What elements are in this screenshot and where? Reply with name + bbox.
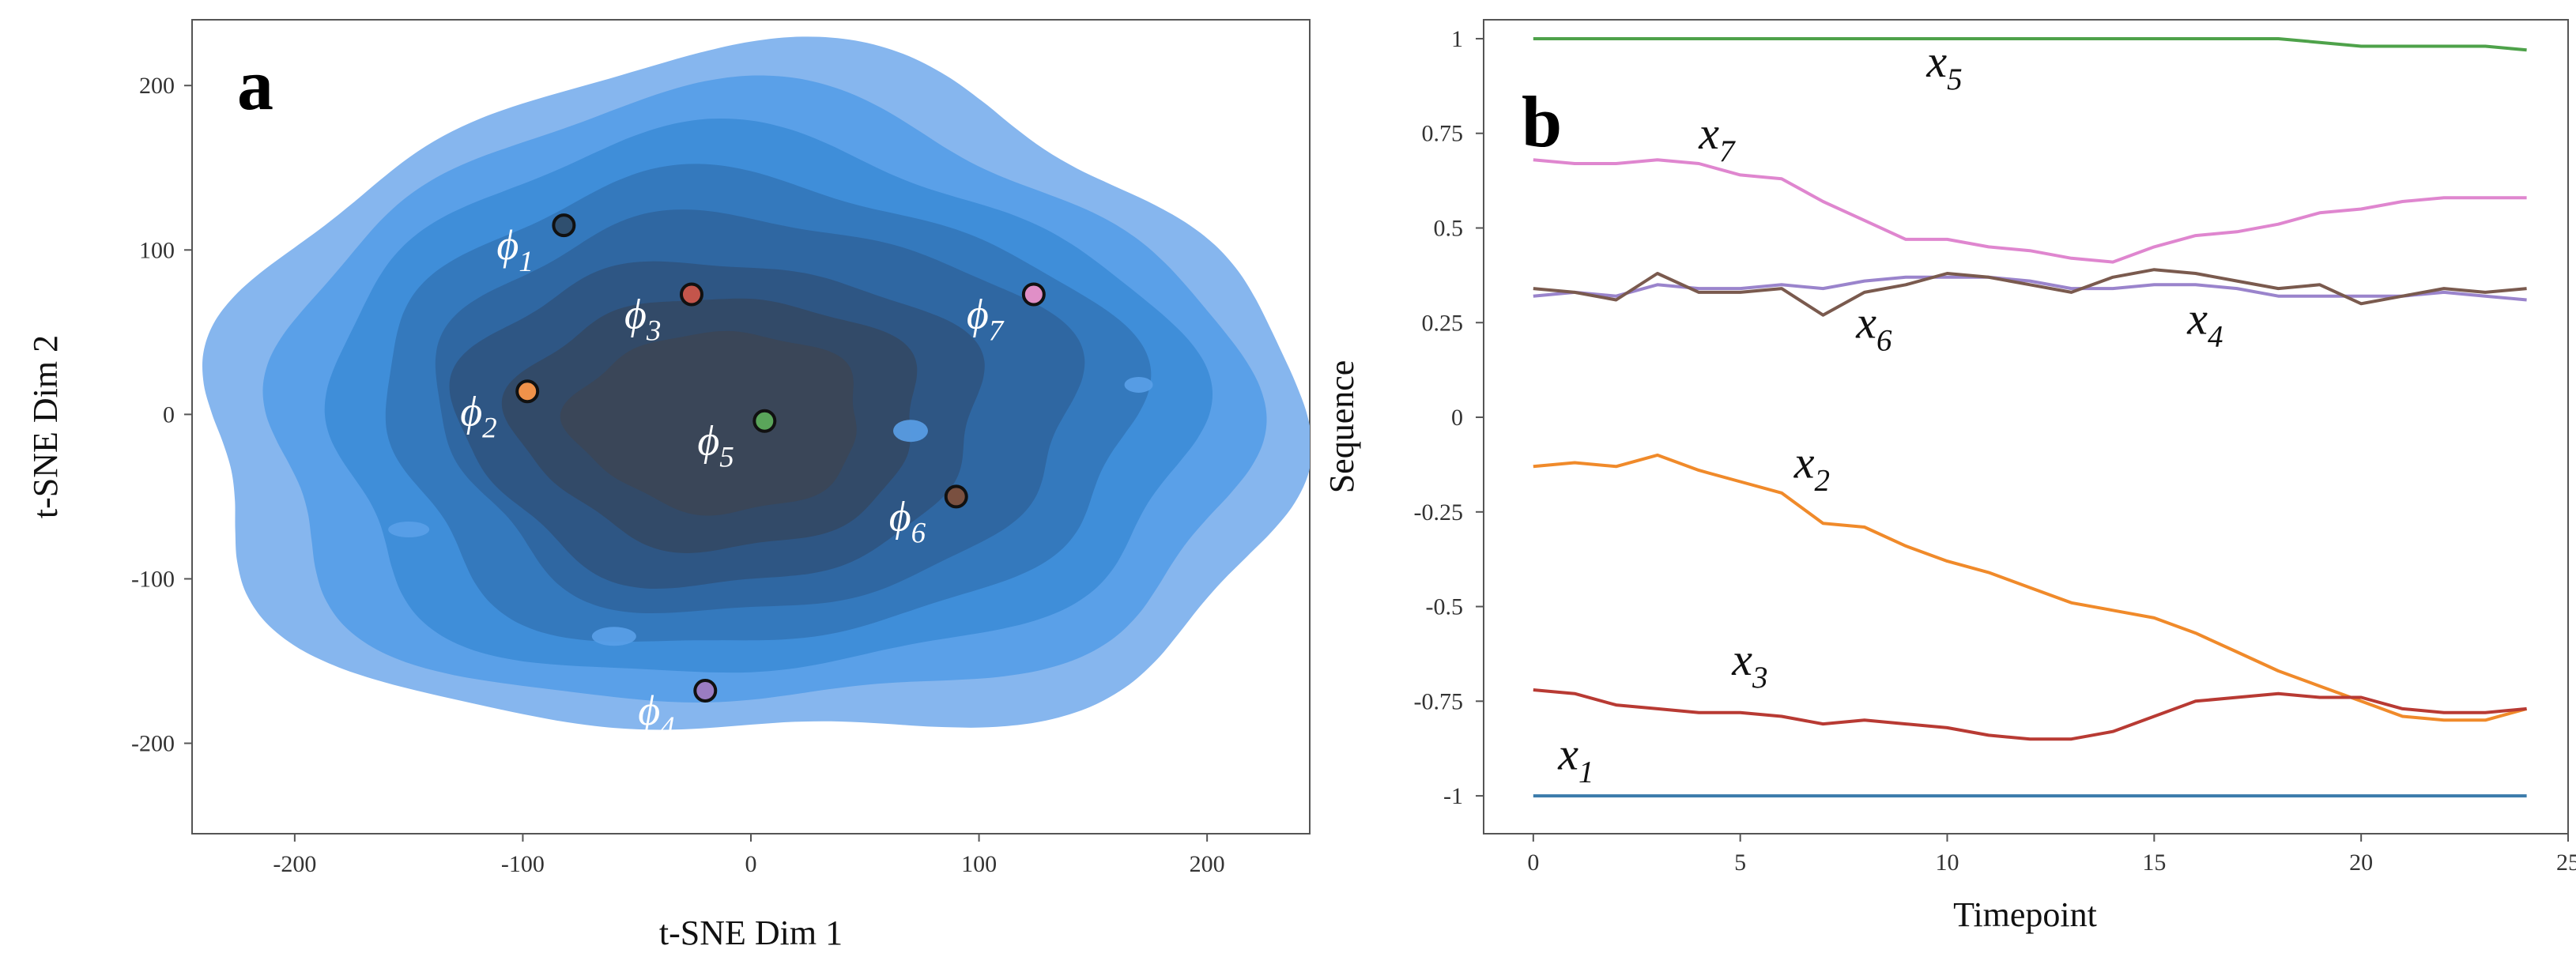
label-phi-4: ϕ4 [638,687,674,744]
point-phi-6 [944,484,968,509]
series-label-x-5: x5 [1925,36,1962,96]
x-tick-label-b: 15 [2142,850,2166,876]
x-tick-label-a: 0 [745,851,757,877]
label-phi-6: ϕ6 [889,492,926,549]
density-pocket [1124,376,1153,393]
x-tick-label-a: 200 [1190,851,1225,877]
y-tick-label-a: -100 [131,566,175,592]
series-line-x-6 [1533,268,2527,317]
point-phi-3 [679,282,703,307]
y-tick-label-b: -0.75 [1414,688,1464,714]
y-tick-label-b: 1 [1451,26,1463,52]
y-tick-label-a: 200 [139,73,175,99]
y-tick-label-a: 0 [163,401,175,428]
x-tick-label-a: -100 [501,851,545,877]
line-series [1533,37,2528,798]
label-phi-5: ϕ5 [697,417,734,474]
y-axis-title-a: t-SNE Dim 2 [26,335,65,518]
y-tick-label-b: -0.25 [1414,499,1464,526]
y-axis-title-b: Sequence [1322,360,1361,494]
y-tick-label-b: 0.75 [1422,121,1464,147]
label-phi-3: ϕ3 [624,290,661,347]
x-axis-title-a: t-SNE Dim 1 [659,914,843,952]
y-tick-label-b: 0.5 [1434,215,1464,241]
label-phi-2: ϕ2 [460,387,496,444]
y-tick-label-b: 0.25 [1422,310,1464,336]
point-phi-7 [1021,282,1046,307]
x-tick-label-b: 20 [2349,850,2373,876]
panel-label-b: b [1522,81,1562,162]
label-phi-1: ϕ1 [496,221,533,278]
density-points: ϕ1 ϕ2 ϕ3 ϕ4 ϕ5 ϕ6 ϕ7 [460,213,1046,744]
y-tick-label-b: -0.5 [1426,594,1464,620]
series-line-x-7 [1533,158,2527,264]
y-tick-label-a: 100 [139,237,175,263]
series-labels: x1 x2 x3 x4 x5 x6 x7 [1557,36,2223,789]
series-label-x-6: x6 [1855,296,1892,357]
x-tick-label-b: 25 [2556,850,2576,876]
series-label-x-1: x1 [1557,729,1593,789]
point-phi-4 [693,678,718,703]
x-tick-label-a: -200 [273,851,316,877]
label-phi-7: ϕ7 [967,290,1005,347]
x-tick-label-a: 100 [961,851,997,877]
series-label-x-2: x2 [1793,437,1830,498]
density-pocket [388,522,430,538]
series-line-x-2 [1533,453,2528,722]
point-phi-2 [515,379,540,404]
point-phi-1 [552,213,576,238]
x-tick-label-b: 5 [1734,850,1746,876]
series-line-x-4 [1533,275,2527,302]
y-tick-label-b: 0 [1451,405,1463,431]
x-tick-label-b: 0 [1527,850,1539,876]
x-tick-label-b: 10 [1936,850,1959,876]
point-phi-5 [752,409,777,433]
density-pocket [591,627,636,646]
y-tick-label-a: -200 [131,731,175,757]
density-level-8 [560,330,857,516]
panel-label-a: a [237,44,273,125]
density-pocket [893,420,928,443]
series-label-x-7: x7 [1698,107,1736,168]
axes-a: -200 -100 0 100 200 200 100 0 -100 -200 [131,73,1225,877]
series-label-x-3: x3 [1731,634,1767,695]
x-axis-title-b: Timepoint [1953,895,2097,934]
series-label-x-4: x4 [2186,293,2223,354]
plot-area-b [1483,19,2569,834]
y-tick-label-b: -1 [1443,783,1463,809]
series-line-x-5 [1533,37,2527,52]
series-line-x-3 [1533,688,2527,741]
axes-b: 0 5 10 15 20 25 1 0.75 0.5 0.25 0 -0.25 -0.5 -0.75 -1 [1414,26,2576,876]
